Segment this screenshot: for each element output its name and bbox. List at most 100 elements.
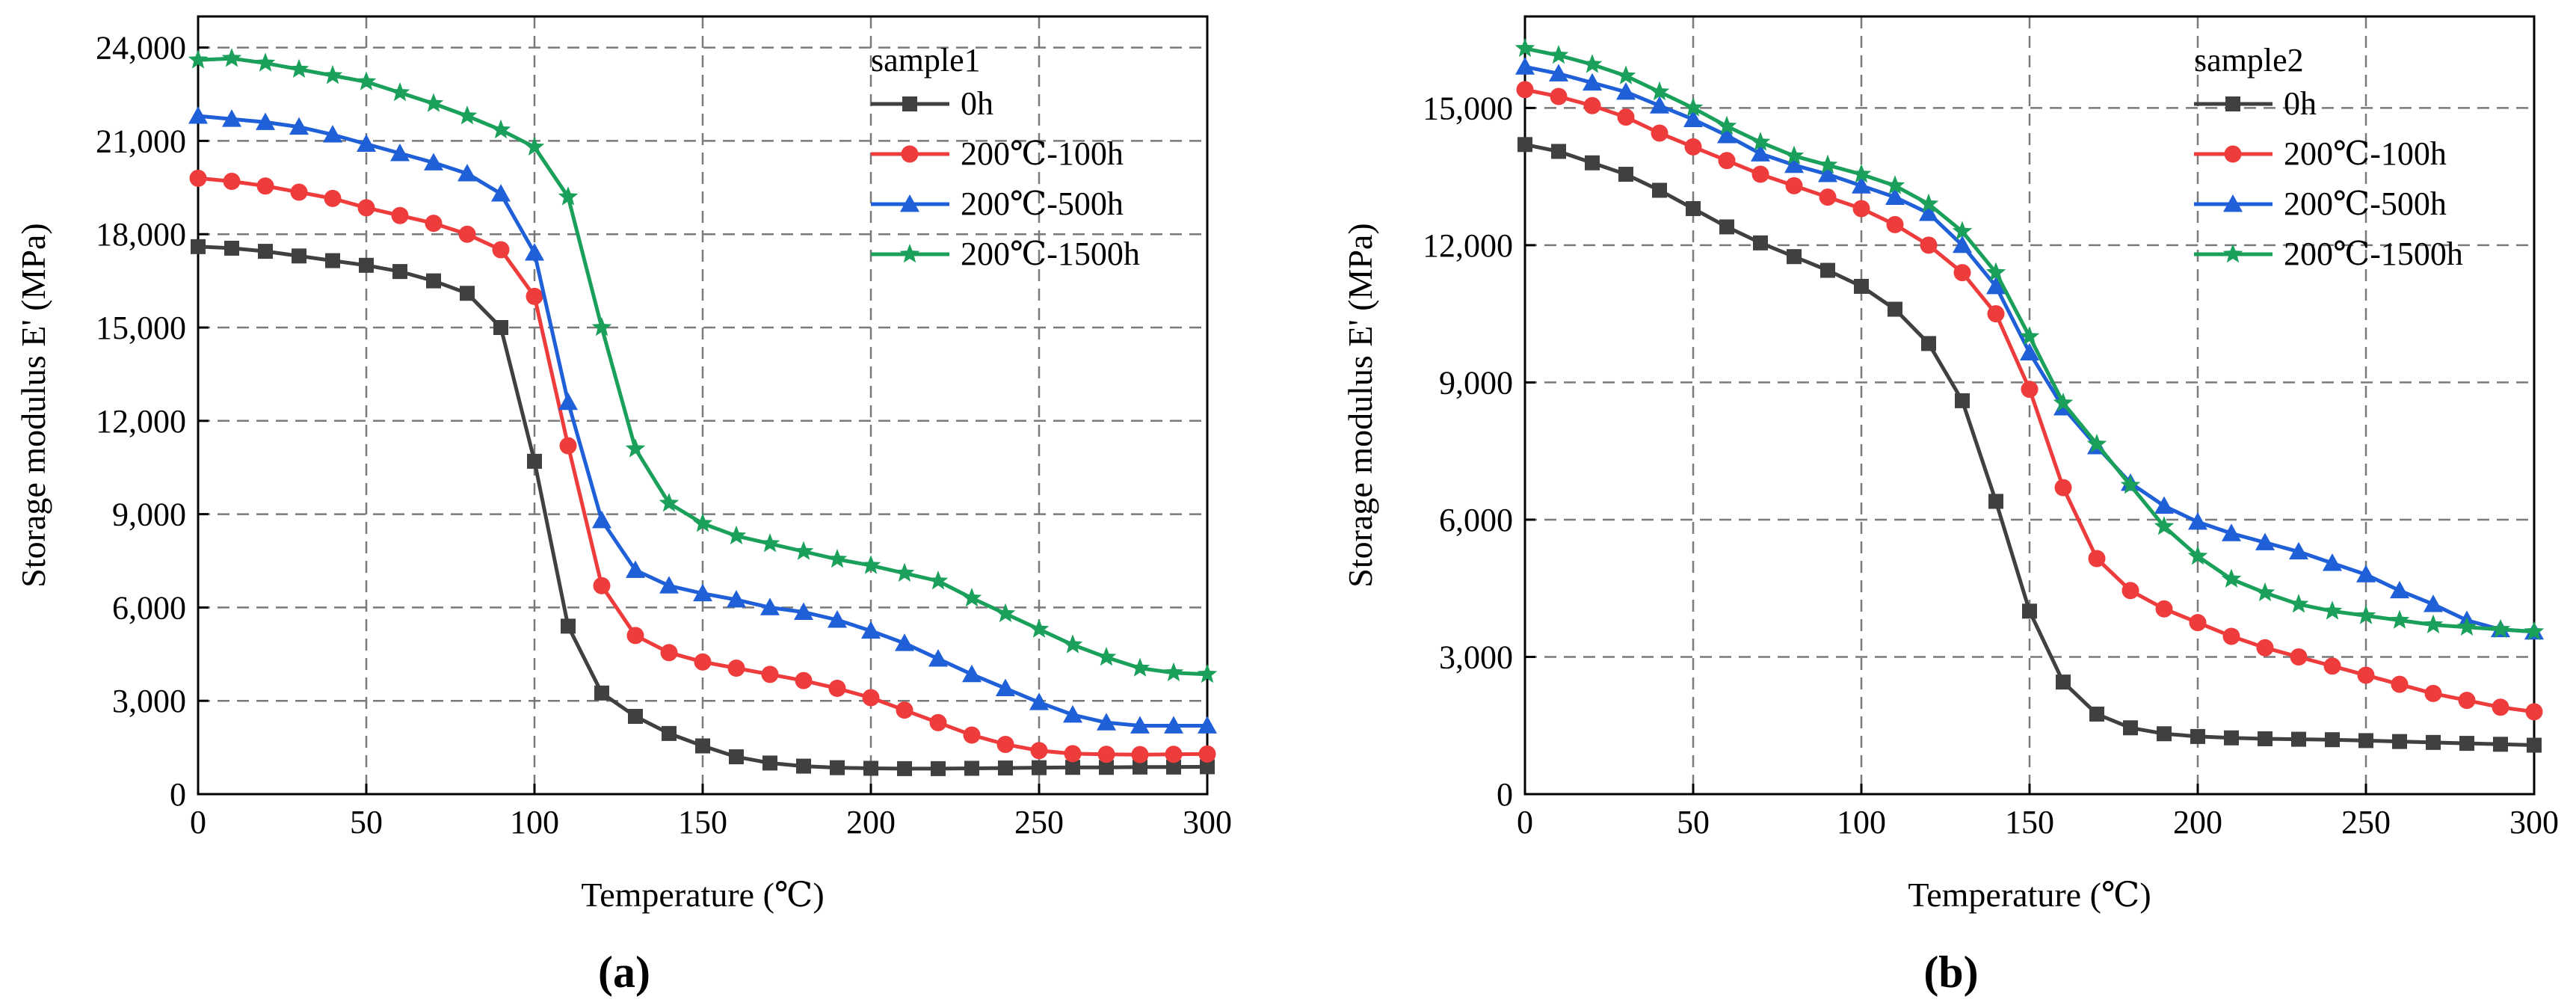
data-point: [1785, 176, 1803, 194]
data-point: [861, 621, 881, 639]
data-point: [996, 678, 1015, 696]
data-point: [1753, 235, 1768, 251]
data-point: [2289, 541, 2308, 560]
data-point: [357, 134, 376, 152]
y-tick-label: 18,000: [96, 216, 186, 253]
data-point: [863, 760, 878, 776]
data-point: [694, 653, 712, 671]
data-point: [2187, 545, 2208, 565]
data-point: [1166, 759, 1181, 775]
legend-item-label: 200℃-500h: [961, 185, 1124, 222]
data-point: [2322, 600, 2343, 620]
data-point: [828, 610, 847, 628]
data-point: [896, 701, 913, 719]
x-tick-label: 0: [190, 804, 206, 840]
legend-marker: [2224, 145, 2242, 163]
data-point: [830, 760, 845, 775]
data-point: [1063, 704, 1082, 723]
data-point: [1719, 219, 1734, 235]
panel-label: (a): [598, 947, 650, 997]
data-point: [862, 689, 880, 707]
data-point: [526, 287, 543, 305]
data-point: [2256, 639, 2274, 657]
y-tick-label: 12,000: [96, 403, 186, 440]
y-tick-label: 21,000: [96, 123, 186, 159]
data-point: [1065, 760, 1080, 775]
x-tick-label: 200: [846, 804, 896, 840]
data-point: [2291, 731, 2306, 747]
series-1: [191, 239, 1215, 776]
legend-marker: [2223, 194, 2243, 212]
data-point: [1032, 760, 1047, 775]
data-point: [2323, 553, 2342, 571]
data-point: [1885, 187, 1905, 206]
data-point: [490, 119, 511, 139]
data-point: [1920, 236, 1938, 254]
data-point: [1517, 137, 1532, 153]
data-point: [828, 680, 846, 698]
x-tick-label: 50: [1677, 804, 1710, 840]
x-tick-label: 100: [510, 804, 559, 840]
data-point: [929, 713, 947, 731]
legend-item-label: 0h: [2284, 85, 2317, 122]
data-point: [2221, 568, 2242, 588]
data-point: [191, 239, 206, 254]
data-point: [1683, 109, 1703, 128]
data-point: [1952, 221, 1973, 240]
data-point: [2021, 381, 2039, 399]
data-point: [1784, 145, 1805, 165]
data-point: [1852, 176, 1871, 194]
data-point: [1716, 115, 1737, 135]
data-point: [762, 755, 777, 771]
y-tick-label: 3,000: [1439, 639, 1513, 675]
data-point: [626, 560, 645, 578]
data-point: [2020, 342, 2039, 361]
data-point: [2056, 674, 2071, 690]
data-point: [2390, 580, 2409, 599]
data-point: [1550, 87, 1568, 105]
legend-item-label: 200℃-100h: [2284, 135, 2447, 172]
data-point: [1918, 193, 1939, 213]
data-point: [1549, 64, 1568, 82]
grid-lines: [198, 16, 1207, 794]
data-point: [2325, 732, 2340, 748]
data-point: [1164, 716, 1183, 734]
data-point: [391, 206, 409, 224]
data-point: [2154, 496, 2174, 514]
data-point: [2222, 523, 2241, 541]
data-point: [1650, 96, 1669, 114]
data-point: [761, 666, 779, 683]
data-point: [1029, 618, 1050, 638]
data-point: [2258, 731, 2273, 746]
data-point: [1064, 745, 1082, 763]
data-point: [2356, 565, 2376, 583]
x-tick-label: 300: [2509, 804, 2559, 840]
x-tick-label: 150: [2005, 804, 2054, 840]
data-point: [2255, 582, 2275, 602]
data-point: [2357, 666, 2375, 684]
x-axis-title: Temperature (℃): [581, 876, 824, 914]
data-point: [1787, 249, 1802, 265]
data-point: [1030, 742, 1048, 760]
data-point: [894, 562, 915, 582]
legend-marker: [902, 96, 917, 111]
data-point: [357, 199, 375, 217]
data-point: [759, 533, 780, 553]
legend-marker: [900, 194, 919, 212]
data-point: [1617, 108, 1635, 126]
data-point: [1200, 759, 1215, 775]
data-point: [628, 709, 643, 724]
data-point: [256, 177, 274, 195]
data-point: [2458, 692, 2476, 710]
data-point: [727, 590, 746, 608]
data-point: [2426, 734, 2441, 750]
y-tick-label: 3,000: [112, 683, 186, 719]
data-point: [693, 583, 712, 602]
data-point: [561, 618, 576, 634]
data-point: [1986, 276, 2006, 295]
data-point: [1955, 393, 1970, 408]
data-point: [692, 513, 713, 532]
data-point: [2290, 648, 2308, 666]
data-point: [2392, 734, 2407, 749]
series-3: [1515, 57, 2544, 640]
